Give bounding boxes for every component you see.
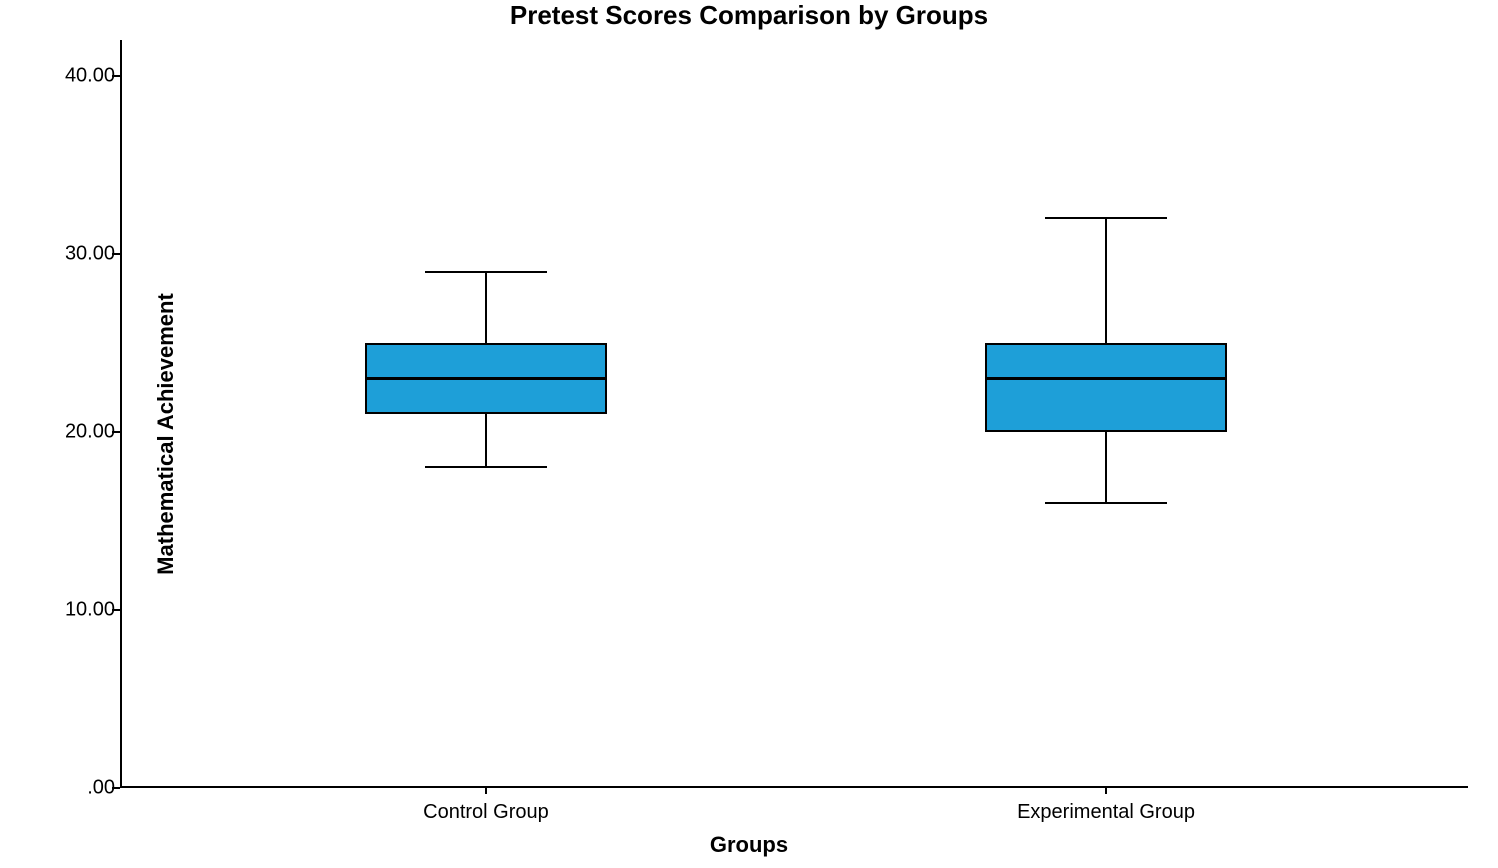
y-tick-label: .00 xyxy=(87,777,115,800)
y-tick-label: 30.00 xyxy=(65,242,115,265)
whisker-upper xyxy=(1105,218,1107,343)
y-tick-label: 20.00 xyxy=(65,420,115,443)
y-tick-label: 40.00 xyxy=(65,64,115,87)
whisker-cap-lower xyxy=(1045,502,1166,504)
whisker-lower xyxy=(485,414,487,467)
whisker-cap-lower xyxy=(425,466,546,468)
x-tick-label: Experimental Group xyxy=(1017,801,1195,824)
median-line xyxy=(985,377,1228,380)
x-tick-label: Control Group xyxy=(423,801,549,824)
x-axis-label: Groups xyxy=(710,832,788,858)
whisker-cap-upper xyxy=(1045,217,1166,219)
x-tick-mark xyxy=(1105,786,1107,794)
median-line xyxy=(365,377,608,380)
chart-container: Pretest Scores Comparison by Groups Math… xyxy=(0,0,1498,868)
whisker-upper xyxy=(485,272,487,343)
whisker-lower xyxy=(1105,432,1107,503)
whisker-cap-upper xyxy=(425,271,546,273)
x-tick-mark xyxy=(485,786,487,794)
box xyxy=(985,343,1228,432)
y-tick-label: 10.00 xyxy=(65,598,115,621)
plot-area: Control GroupExperimental Group xyxy=(120,40,1468,788)
chart-title: Pretest Scores Comparison by Groups xyxy=(510,0,988,31)
